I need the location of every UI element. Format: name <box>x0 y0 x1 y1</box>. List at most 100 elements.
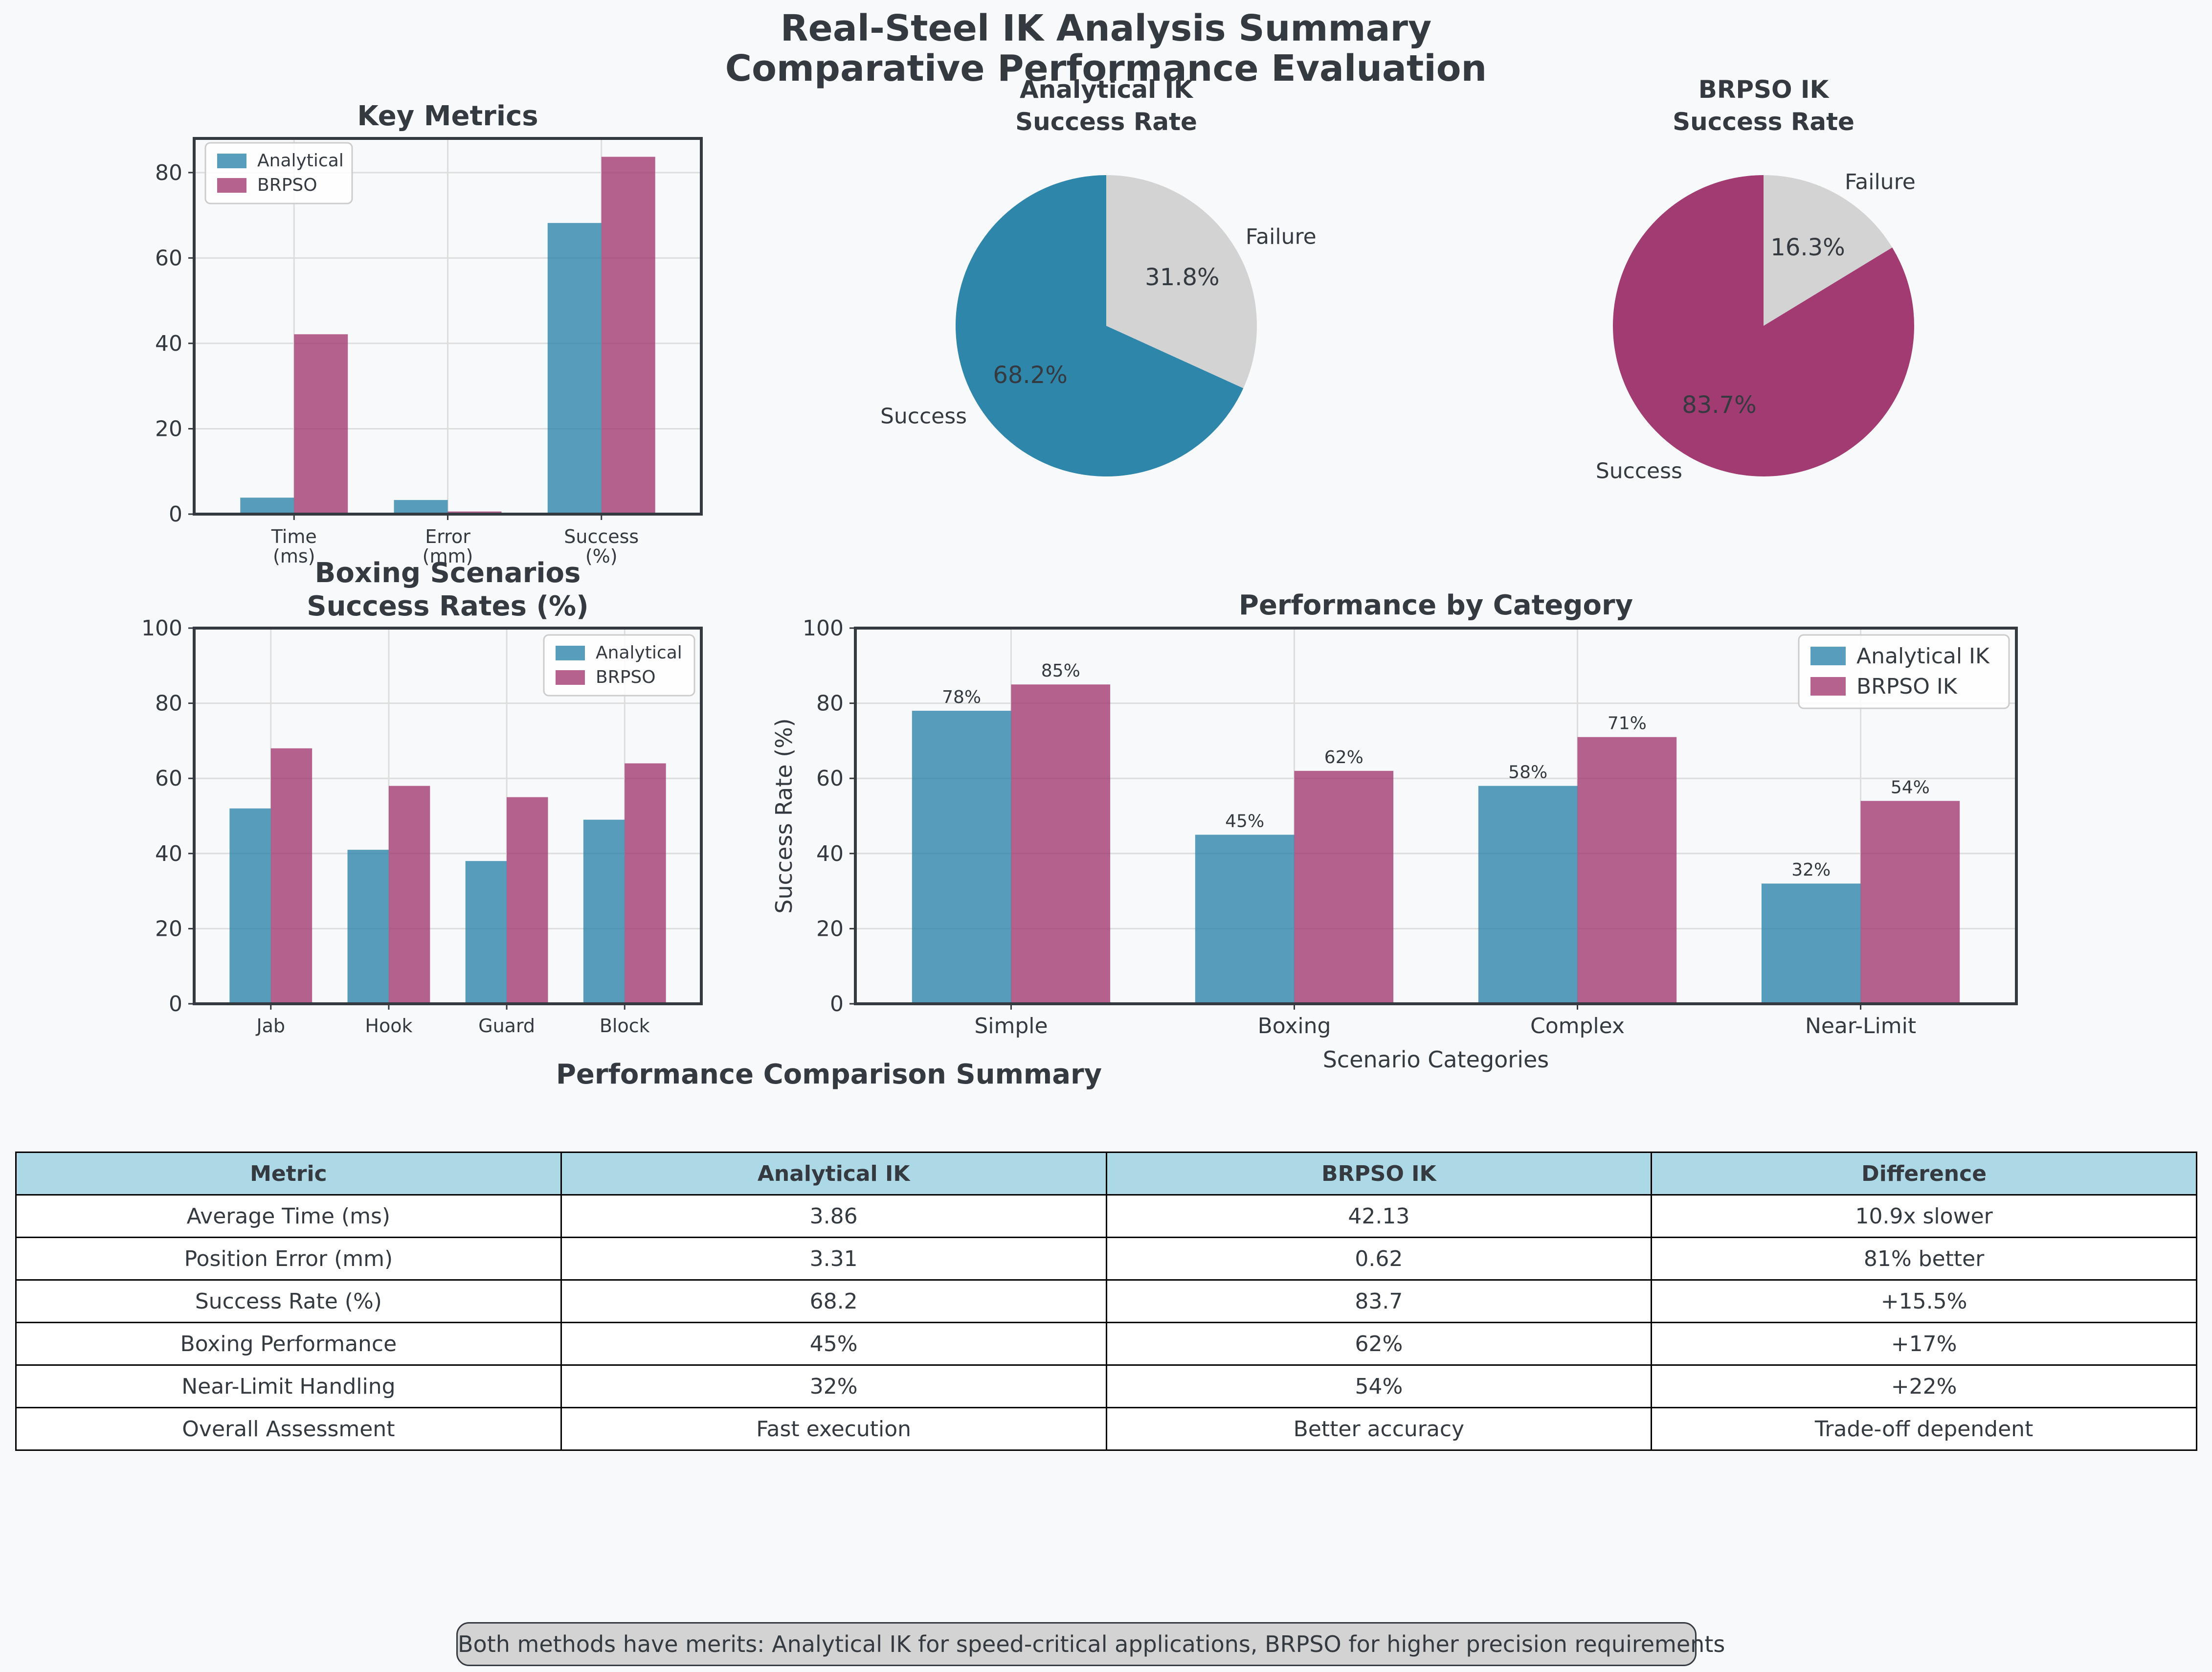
category-bar <box>1195 835 1295 1004</box>
boxing-xtick-label: Hook <box>365 1015 412 1037</box>
category-bar <box>1478 786 1578 1004</box>
table-cell: 54% <box>1105 1364 1653 1408</box>
key-metrics-xtick-label: Time <box>271 526 317 547</box>
table-row: Success Rate (%) 68.2 83.7 +15.5% <box>15 1279 2197 1323</box>
header-analytical: Analytical IK <box>560 1152 1107 1196</box>
category-bar <box>1294 770 1394 1004</box>
boxing-ytick-label: 0 <box>169 992 182 1017</box>
performance-summary-table: Metric Analytical IK BRPSO IK Difference… <box>15 1152 2197 1451</box>
boxing-ytick-label: 80 <box>155 691 182 716</box>
category-xtick-label: Near-Limit <box>1805 1014 1916 1039</box>
boxing-xtick-label: Jab <box>255 1015 285 1037</box>
category-bar <box>912 710 1011 1004</box>
table-row: Average Time (ms) 3.86 42.13 10.9x slowe… <box>15 1194 2197 1238</box>
brpso-pie-slice-pct: 83.7% <box>1682 391 1756 419</box>
table-row: Position Error (mm) 3.31 0.62 81% better <box>15 1237 2197 1281</box>
boxing-title: Success Rates (%) <box>307 590 589 622</box>
key-metrics-bar <box>547 223 602 514</box>
key-metrics-ytick-label: 40 <box>155 331 182 356</box>
boxing-legend-label: Analytical <box>596 643 682 663</box>
table-header-row: Metric Analytical IK BRPSO IK Difference <box>15 1152 2197 1196</box>
table-cell: Average Time (ms) <box>15 1194 562 1238</box>
analytical-pie-slice-label: Success <box>880 404 967 429</box>
analytical-pie-title: Analytical IK <box>1020 75 1194 104</box>
category-bar <box>1577 737 1677 1004</box>
boxing-xtick-label: Guard <box>478 1015 535 1037</box>
header-brpso: BRPSO IK <box>1105 1152 1653 1196</box>
table-cell: 81% better <box>1651 1237 2197 1281</box>
boxing-bar <box>388 786 430 1004</box>
boxing-ytick-label: 20 <box>155 916 182 941</box>
key-metrics-bar <box>294 334 348 514</box>
category-bar <box>1761 883 1861 1004</box>
category-bar-label: 58% <box>1508 763 1547 783</box>
category-xlabel: Scenario Categories <box>1323 1046 1549 1073</box>
key-metrics-xtick-label: (%) <box>585 545 618 567</box>
table-cell: Better accuracy <box>1105 1407 1653 1451</box>
table-title: Performance Comparison Summary <box>556 1059 1102 1090</box>
boxing-ytick-label: 40 <box>155 841 182 866</box>
table-row: Boxing Performance 45% 62% +17% <box>15 1322 2197 1366</box>
table-cell: 62% <box>1105 1322 1653 1366</box>
category-bar-label: 54% <box>1891 777 1930 797</box>
category-bar-label: 85% <box>1041 661 1080 681</box>
table-row: Overall Assessment Fast execution Better… <box>15 1407 2197 1451</box>
analytical-pie-slice-pct: 68.2% <box>993 362 1067 389</box>
brpso-pie-slice <box>1764 175 1893 326</box>
key-metrics-legend-swatch <box>217 178 246 193</box>
category-bar-label: 62% <box>1324 747 1363 768</box>
key-metrics-xtick-label: (mm) <box>423 545 473 567</box>
boxing-legend-swatch <box>556 646 585 660</box>
boxing-axes-frame <box>193 627 703 1005</box>
table-cell: +17% <box>1651 1322 2197 1366</box>
category-ylabel: Success Rate (%) <box>771 718 797 914</box>
header-difference: Difference <box>1651 1152 2197 1196</box>
table-cell: 45% <box>560 1322 1107 1366</box>
table-cell: 42.13 <box>1105 1194 1653 1238</box>
table-cell: 3.86 <box>560 1194 1107 1238</box>
brpso-pie-title: Success Rate <box>1673 108 1855 136</box>
key-metrics-ytick-label: 20 <box>155 416 182 441</box>
brpso-pie-title: BRPSO IK <box>1698 75 1830 104</box>
category-ytick-label: 100 <box>803 616 844 641</box>
table-cell: Position Error (mm) <box>15 1237 562 1281</box>
key-metrics-bar <box>240 497 294 514</box>
table-cell: Boxing Performance <box>15 1322 562 1366</box>
brpso-pie-slice-label: Success <box>1596 458 1682 483</box>
table-cell: Success Rate (%) <box>15 1279 562 1323</box>
table-cell: Fast execution <box>560 1407 1107 1451</box>
footnote-box: Both methods have merits: Analytical IK … <box>456 1622 1725 1666</box>
boxing-bar <box>229 808 271 1004</box>
analytical-pie-slice <box>956 175 1244 476</box>
table-cell: 3.31 <box>560 1237 1107 1281</box>
key-metrics-xtick-label: (ms) <box>273 545 315 567</box>
key-metrics-bar <box>601 157 655 514</box>
category-ytick-label: 40 <box>816 841 844 866</box>
category-legend-swatch <box>1810 647 1846 665</box>
key-metrics-legend-swatch <box>217 154 246 168</box>
header-metric: Metric <box>15 1152 562 1196</box>
category-bar-label: 71% <box>1608 714 1647 734</box>
key-metrics-legend-label: Analytical <box>257 151 344 171</box>
table-row: Near-Limit Handling 32% 54% +22% <box>15 1364 2197 1408</box>
category-bar-label: 32% <box>1791 860 1831 880</box>
boxing-ytick-label: 100 <box>141 616 182 641</box>
key-metrics-xtick-label: Error <box>425 526 470 547</box>
key-metrics-legend-label: BRPSO <box>257 175 317 195</box>
key-metrics-ytick-label: 0 <box>169 502 182 527</box>
table-cell: Near-Limit Handling <box>15 1364 562 1408</box>
boxing-bar <box>625 763 666 1004</box>
category-ytick-label: 0 <box>830 992 844 1017</box>
category-legend-label: Analytical IK <box>1856 644 1990 669</box>
category-ytick-label: 20 <box>816 916 844 941</box>
boxing-ytick-label: 60 <box>155 766 182 791</box>
category-bar-label: 45% <box>1225 811 1264 831</box>
boxing-title: Boxing Scenarios <box>315 557 581 589</box>
boxing-bar <box>270 748 313 1004</box>
category-bar-label: 78% <box>942 687 981 707</box>
key-metrics-title: Key Metrics <box>357 100 538 132</box>
category-axes-frame <box>854 627 2018 1005</box>
boxing-legend-swatch <box>556 670 585 685</box>
key-metrics-ytick-label: 60 <box>155 246 182 271</box>
